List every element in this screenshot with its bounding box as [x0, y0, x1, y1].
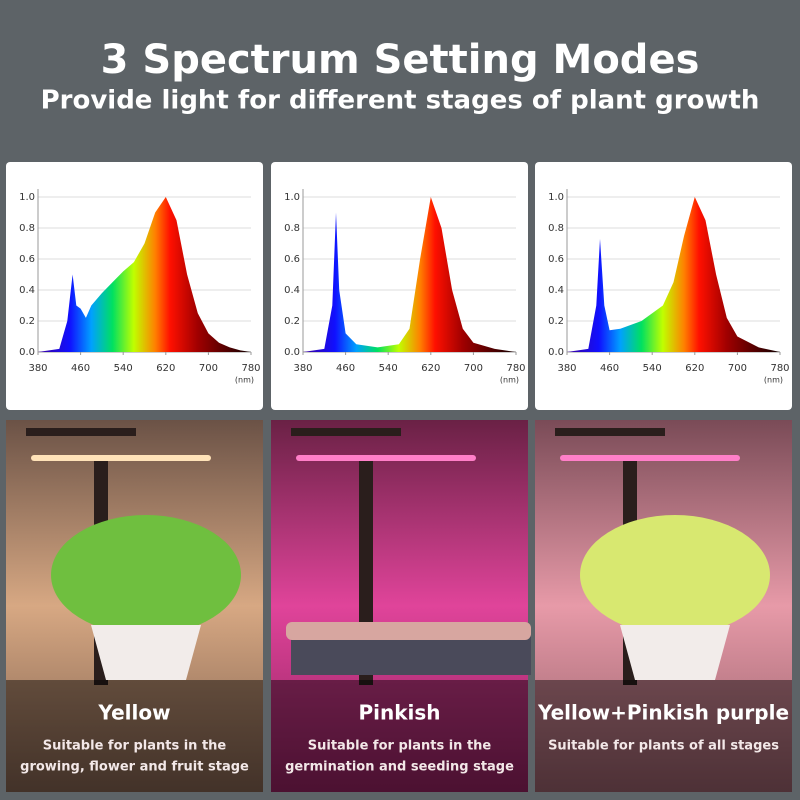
x-axis-unit: (nm): [764, 376, 783, 385]
pot: [620, 625, 730, 680]
y-tick-label: 0.4: [548, 285, 564, 296]
mode-description: Suitable for plants in the: [308, 739, 492, 754]
stand-arm: [291, 428, 401, 436]
y-tick-label: 0.2: [19, 316, 35, 327]
title: 3 Spectrum Setting Modes: [101, 37, 700, 83]
x-tick-label: 620: [685, 363, 704, 374]
y-tick-label: 0.6: [19, 254, 35, 265]
x-tick-label: 380: [557, 363, 576, 374]
y-tick-label: 1.0: [19, 192, 35, 203]
x-axis-unit: (nm): [235, 376, 254, 385]
x-tick-label: 700: [728, 363, 747, 374]
x-tick-label: 700: [464, 363, 483, 374]
foliage: [51, 515, 241, 635]
y-tick-label: 0.2: [284, 316, 300, 327]
y-tick-label: 0.2: [548, 316, 564, 327]
mode-label: Yellow+Pinkish purple: [537, 701, 789, 725]
light-bar: [296, 455, 476, 461]
y-tick-label: 0.8: [19, 223, 35, 234]
photo: [271, 420, 528, 792]
x-tick-label: 460: [71, 363, 90, 374]
mode-description: Suitable for plants in the: [43, 739, 227, 754]
x-tick-label: 380: [28, 363, 47, 374]
subtitle: Provide light for different stages of pl…: [41, 86, 760, 116]
x-tick-label: 780: [241, 363, 260, 374]
x-tick-label: 700: [199, 363, 218, 374]
x-tick-label: 540: [114, 363, 133, 374]
y-tick-label: 0.4: [284, 285, 300, 296]
y-tick-label: 0.8: [284, 223, 300, 234]
y-tick-label: 0.0: [19, 347, 35, 358]
y-tick-label: 1.0: [284, 192, 300, 203]
y-tick-label: 0.6: [284, 254, 300, 265]
pot: [91, 625, 201, 680]
y-tick-label: 0.8: [548, 223, 564, 234]
y-tick-label: 0.0: [284, 347, 300, 358]
x-tick-label: 540: [643, 363, 662, 374]
mode-label: Pinkish: [358, 701, 440, 725]
shelf: [535, 680, 792, 792]
shelf: [271, 680, 528, 792]
x-tick-label: 380: [293, 363, 312, 374]
x-tick-label: 780: [770, 363, 789, 374]
y-tick-label: 0.4: [19, 285, 35, 296]
x-tick-label: 460: [336, 363, 355, 374]
sprouts: [286, 622, 531, 640]
x-tick-label: 780: [506, 363, 525, 374]
spectrum-area: [38, 197, 251, 352]
mode-description: Suitable for plants of all stages: [548, 739, 779, 754]
mode-description: growing, flower and fruit stage: [20, 760, 249, 775]
stand-arm: [26, 428, 136, 436]
x-tick-label: 620: [421, 363, 440, 374]
stand-arm: [555, 428, 665, 436]
y-tick-label: 0.6: [548, 254, 564, 265]
mode-description: germination and seeding stage: [285, 760, 514, 775]
foliage: [580, 515, 770, 635]
y-tick-label: 1.0: [548, 192, 564, 203]
light-bar: [31, 455, 211, 461]
x-tick-label: 540: [379, 363, 398, 374]
y-tick-label: 0.0: [548, 347, 564, 358]
spectrum-area: [567, 197, 780, 352]
x-tick-label: 620: [156, 363, 175, 374]
mode-label: Yellow: [97, 701, 170, 725]
x-axis-unit: (nm): [500, 376, 519, 385]
x-tick-label: 460: [600, 363, 619, 374]
shelf: [6, 680, 263, 792]
light-bar: [560, 455, 740, 461]
